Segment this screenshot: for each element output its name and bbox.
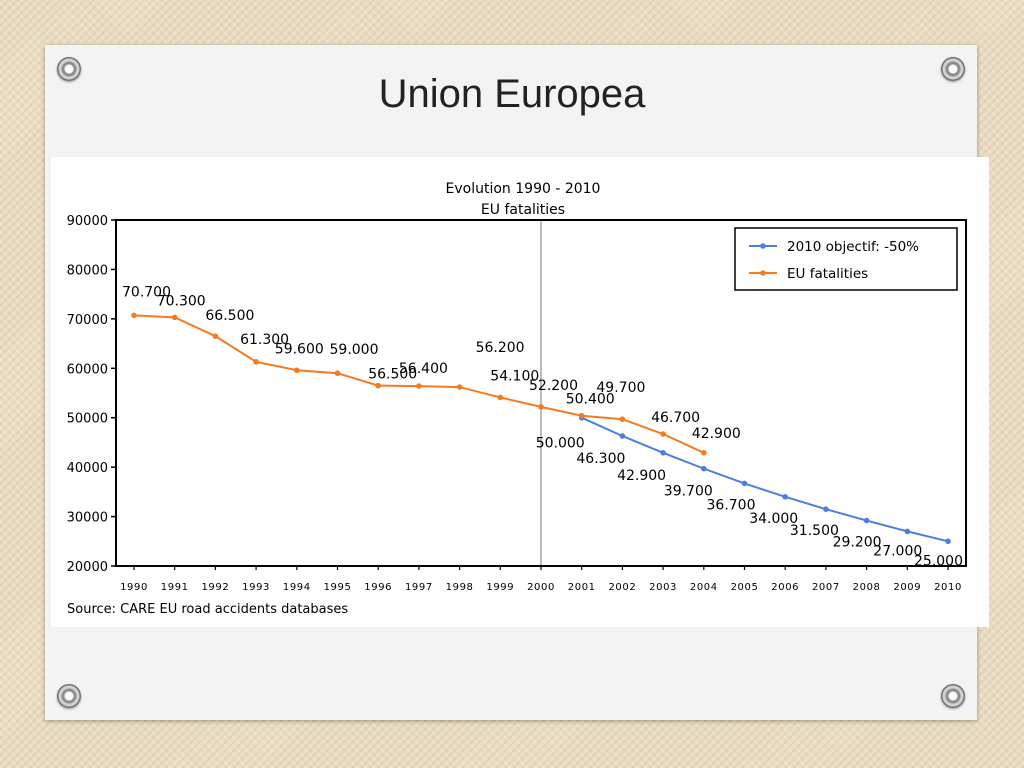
legend: 2010 objectif: -50% EU fatalities	[734, 227, 958, 291]
data-label: 66.500	[205, 308, 254, 324]
x-tick-label: 1995	[324, 582, 352, 593]
data-label: 56.200	[476, 340, 525, 356]
data-point	[538, 404, 544, 410]
data-point	[782, 494, 788, 500]
x-tick-label: 2008	[853, 582, 881, 593]
data-point	[212, 333, 219, 339]
x-tick-label: 1994	[283, 582, 311, 593]
legend-marker	[760, 243, 766, 249]
data-label: 56.400	[399, 361, 448, 377]
data-label: 70.700	[122, 284, 171, 300]
data-label: 46.700	[651, 410, 700, 426]
data-label: 25.000	[914, 553, 963, 569]
x-tick-label: 1993	[242, 582, 270, 593]
data-label: 39.700	[664, 484, 713, 500]
line-chart: Evolution 1990 - 2010 EU fatalities 2000…	[67, 181, 967, 617]
y-tick-label: 40000	[67, 461, 108, 476]
data-point	[701, 465, 707, 472]
x-tick-label: 2000	[527, 582, 555, 593]
data-label: 49.700	[596, 380, 645, 396]
data-point	[945, 538, 951, 545]
y-tick-label: 70000	[67, 313, 108, 328]
data-point	[578, 412, 585, 419]
data-label: 61.300	[240, 332, 289, 348]
x-tick-label: 2003	[649, 582, 677, 593]
y-tick-label: 30000	[67, 511, 108, 526]
rivet-bottom-right-icon	[941, 684, 965, 708]
chart-subtitle: EU fatalities	[481, 202, 565, 218]
data-label: 31.500	[790, 523, 839, 539]
data-point	[863, 517, 870, 524]
data-label: 56.500	[368, 367, 417, 383]
data-label: 70.300	[157, 293, 206, 309]
data-point	[131, 312, 137, 319]
data-label: 50.400	[566, 392, 615, 408]
x-tick-label: 1998	[446, 582, 474, 593]
data-point	[375, 382, 382, 389]
x-tick-label: 1991	[161, 582, 189, 593]
data-label: 42.900	[617, 468, 666, 484]
x-tick-label: 1992	[201, 582, 229, 593]
y-tick-label: 60000	[67, 362, 108, 377]
legend-marker	[760, 270, 766, 276]
data-point	[823, 506, 829, 512]
x-tick-label: 2005	[731, 582, 759, 593]
y-tick-label: 90000	[67, 214, 108, 229]
data-point	[741, 480, 748, 487]
x-tick-label: 1997	[405, 582, 433, 593]
data-label: 34.000	[749, 511, 798, 527]
data-label: 59.600	[275, 341, 324, 357]
data-point	[253, 359, 259, 365]
x-tick-label: 1996	[364, 582, 392, 593]
data-point	[497, 394, 504, 401]
data-point	[171, 314, 178, 321]
x-tick-label: 2010	[934, 582, 962, 593]
data-label: 54.100	[490, 368, 539, 384]
data-label: 52.200	[529, 378, 578, 394]
x-tick-label: 2009	[893, 582, 921, 593]
data-point	[701, 450, 707, 456]
data-point	[416, 383, 422, 389]
data-point	[660, 431, 666, 437]
data-label: 50.000	[536, 436, 585, 452]
series-line-0	[581, 416, 949, 543]
rivet-bottom-left-icon	[57, 684, 81, 708]
data-point	[619, 416, 626, 422]
legend-label: 2010 objectif: -50%	[787, 239, 919, 255]
data-label: 42.900	[692, 426, 741, 442]
x-tick-label: 2001	[568, 582, 596, 593]
data-point	[294, 367, 300, 374]
data-label: 46.300	[576, 451, 625, 467]
data-label: 59.000	[330, 342, 379, 358]
y-tick-label: 80000	[67, 263, 108, 278]
legend-label: EU fatalities	[787, 266, 868, 282]
rivet-top-left-icon	[57, 57, 81, 81]
x-tick-label: 1999	[486, 582, 514, 593]
x-tick-label: 2006	[771, 582, 799, 593]
chart-title: Evolution 1990 - 2010	[446, 181, 601, 197]
legend-box	[734, 227, 958, 291]
slide-title: Union Europea	[378, 72, 646, 116]
data-point	[619, 433, 626, 439]
data-label: 36.700	[707, 497, 756, 513]
data-point	[660, 450, 666, 456]
rivet-top-right-icon	[941, 57, 965, 81]
data-point	[334, 370, 341, 377]
x-tick-label: 2002	[608, 582, 636, 593]
x-tick-label: 2007	[812, 582, 840, 593]
data-label: 29.200	[833, 535, 882, 551]
y-tick-label: 20000	[67, 560, 108, 575]
chart-source: Source: CARE EU road accidents databases	[67, 602, 348, 617]
data-point	[456, 384, 463, 390]
data-point	[904, 528, 911, 535]
y-tick-label: 50000	[67, 412, 108, 427]
x-tick-label: 2004	[690, 582, 718, 593]
data-label: 27.000	[873, 543, 922, 559]
chart-container: Evolution 1990 - 2010 EU fatalities 2000…	[51, 157, 989, 627]
x-tick-label: 1990	[120, 582, 148, 593]
